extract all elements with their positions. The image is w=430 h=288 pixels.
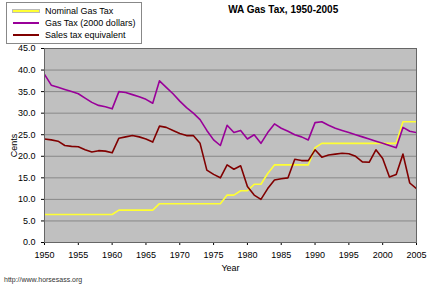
svg-text:40.0: 40.0 — [18, 65, 36, 75]
svg-text:Cents: Cents — [9, 133, 19, 157]
svg-text:1975: 1975 — [204, 250, 224, 260]
svg-text:15.0: 15.0 — [18, 173, 36, 183]
svg-text:25.0: 25.0 — [18, 130, 36, 140]
html-text:http://www.horsesass.org: http://www.horsesass.org — [4, 276, 83, 283]
svg-text:1970: 1970 — [170, 250, 190, 260]
html-text:Gas Tax (2000 dollars): Gas Tax (2000 dollars) — [45, 18, 136, 28]
svg-text:20.0: 20.0 — [18, 151, 36, 161]
svg-text:1995: 1995 — [339, 250, 359, 260]
svg-text:2005: 2005 — [406, 250, 426, 260]
svg-text:45.0: 45.0 — [18, 43, 36, 53]
svg-text:2000: 2000 — [373, 250, 393, 260]
svg-text:1950: 1950 — [34, 250, 54, 260]
svg-text:1990: 1990 — [305, 250, 325, 260]
svg-text:10.0: 10.0 — [18, 194, 36, 204]
svg-text:5.0: 5.0 — [23, 216, 36, 226]
svg-text:0.0: 0.0 — [23, 237, 36, 247]
html-text:Nominal Gas Tax: Nominal Gas Tax — [45, 6, 114, 16]
html-text:Sales tax equivalent: Sales tax equivalent — [45, 30, 126, 40]
svg-text:1985: 1985 — [271, 250, 291, 260]
svg-text:1955: 1955 — [68, 250, 88, 260]
svg-text:30.0: 30.0 — [18, 108, 36, 118]
html-text:WA Gas Tax, 1950-2005: WA Gas Tax, 1950-2005 — [228, 4, 339, 15]
svg-text:Year: Year — [221, 263, 239, 273]
svg-text:35.0: 35.0 — [18, 86, 36, 96]
svg-text:1980: 1980 — [237, 250, 257, 260]
svg-text:1960: 1960 — [102, 250, 122, 260]
svg-text:1965: 1965 — [136, 250, 156, 260]
